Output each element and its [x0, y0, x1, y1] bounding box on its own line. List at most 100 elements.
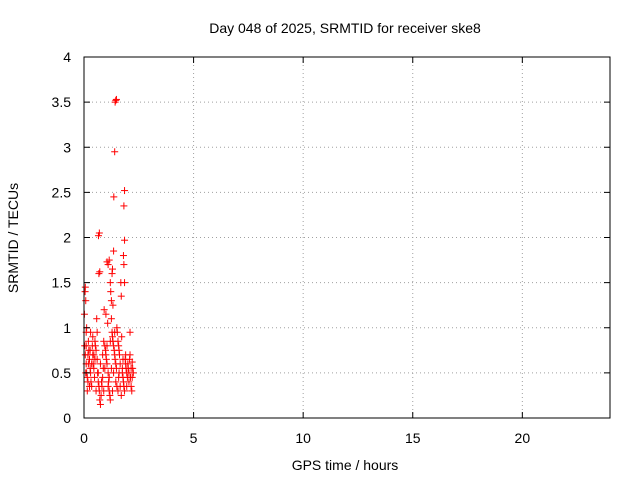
data-point: [83, 387, 91, 395]
plot-frame: [83, 56, 611, 419]
data-point: [83, 373, 91, 381]
data-point: [129, 369, 137, 377]
data-point: [108, 387, 116, 395]
y-tick-label: 4: [63, 49, 71, 65]
data-point: [109, 301, 117, 309]
data-point: [90, 364, 98, 372]
data-point: [91, 355, 99, 363]
data-point: [112, 96, 120, 104]
data-point: [122, 351, 130, 359]
data-point: [107, 297, 115, 305]
data-point: [97, 391, 105, 399]
x-tick-label: 0: [80, 430, 88, 446]
x-tick-label: 15: [405, 430, 421, 446]
x-tick-label: 10: [295, 430, 311, 446]
data-point: [87, 378, 95, 386]
data-point: [95, 270, 103, 278]
y-tick-label: 3.5: [52, 94, 72, 110]
data-point: [98, 382, 106, 390]
data-point: [127, 364, 135, 372]
data-point: [110, 193, 118, 201]
y-tick-label: 2.5: [52, 184, 72, 200]
data-point: [81, 283, 89, 291]
data-point: [84, 337, 92, 345]
data-point: [108, 265, 116, 273]
data-point: [99, 373, 107, 381]
data-point: [125, 378, 133, 386]
data-point: [103, 360, 111, 368]
data-point: [123, 382, 131, 390]
data-point: [104, 319, 112, 327]
data-point: [117, 292, 125, 300]
x-tick-label: 20: [515, 430, 531, 446]
chart-title: Day 048 of 2025, SRMTID for receiver ske…: [209, 20, 481, 36]
data-point: [118, 333, 126, 341]
data-point: [106, 396, 114, 404]
data-point: [99, 351, 107, 359]
grid: [84, 57, 610, 418]
data-point: [115, 373, 123, 381]
data-point: [105, 373, 113, 381]
data-point: [107, 364, 115, 372]
data-point: [92, 346, 100, 354]
data-point: [118, 364, 126, 372]
data-point: [91, 373, 99, 381]
data-point: [102, 310, 110, 318]
data-point: [103, 342, 111, 350]
data-point: [120, 261, 128, 269]
data-point: [96, 400, 104, 408]
data-point: [126, 328, 134, 336]
data-point: [106, 337, 114, 345]
x-tick-label: 5: [190, 430, 198, 446]
data-point: [121, 279, 129, 287]
data-point: [93, 328, 101, 336]
data-point: [119, 355, 127, 363]
data-point: [117, 391, 125, 399]
data-point: [85, 382, 93, 390]
data-point: [102, 355, 110, 363]
data-point: [93, 315, 101, 323]
data-point: [107, 315, 115, 323]
data-point: [96, 396, 104, 404]
data-point: [96, 360, 104, 368]
data-point: [100, 337, 108, 345]
y-tick-label: 2: [63, 230, 71, 246]
data-point: [107, 288, 115, 296]
data-point: [119, 252, 127, 260]
data-point: [111, 355, 119, 363]
data-point: [89, 333, 97, 341]
y-tick-label: 1.5: [52, 275, 72, 291]
data-point: [110, 247, 118, 255]
data-point: [111, 328, 119, 336]
y-tick-label: 3: [63, 139, 71, 155]
data-point: [101, 364, 109, 372]
y-tick-label: 0.5: [52, 365, 72, 381]
data-point: [90, 351, 98, 359]
data-point: [112, 378, 120, 386]
data-point: [104, 261, 112, 269]
y-tick-label: 0: [63, 410, 71, 426]
tick-labels: 0 5 10 15 20 0 0.5 1 1.5 2 2.5 3 3.5 4: [52, 49, 531, 446]
data-point: [113, 382, 121, 390]
data-point: [121, 187, 129, 195]
data-point: [95, 229, 103, 237]
data-point: [87, 328, 95, 336]
x-axis-label: GPS time / hours: [292, 457, 399, 473]
data-point: [104, 382, 112, 390]
data-point: [106, 279, 114, 287]
data-point: [96, 268, 104, 276]
data-point: [128, 358, 136, 366]
data-point: [114, 337, 122, 345]
data-point: [84, 360, 92, 368]
data-point: [128, 387, 136, 395]
data-point: [120, 202, 128, 210]
data-point: [111, 148, 119, 156]
data-point: [121, 236, 129, 244]
y-tick-label: 1: [63, 320, 71, 336]
data-point: [112, 95, 120, 103]
data-point: [100, 306, 108, 314]
y-axis-label: SRMTID / TECUs: [5, 183, 21, 293]
data-point: [84, 351, 92, 359]
data-point: [86, 346, 94, 354]
data-point: [92, 387, 100, 395]
